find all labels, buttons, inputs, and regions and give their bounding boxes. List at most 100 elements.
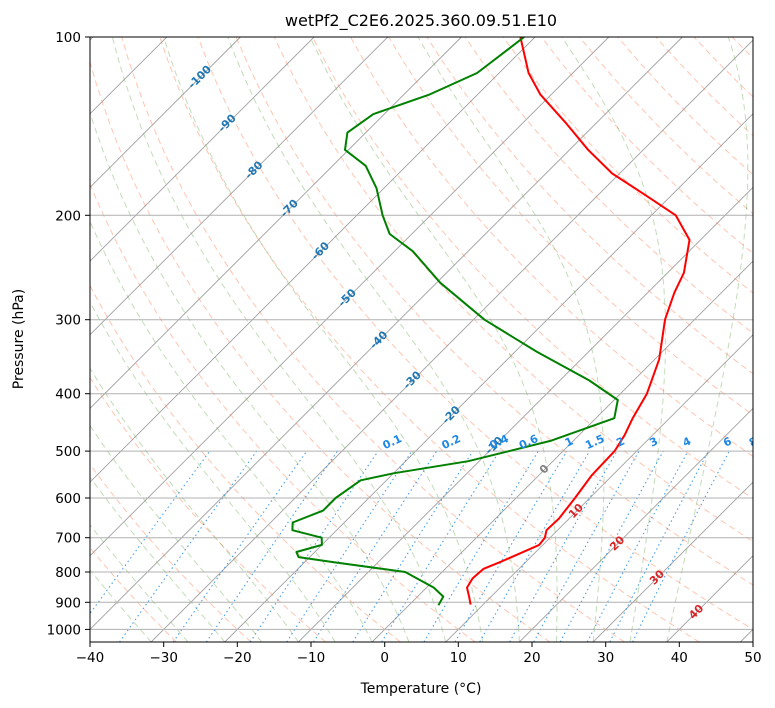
grid-lines — [90, 36, 753, 630]
y-tick-label: 300 — [55, 313, 81, 329]
moist-adiabat-line — [90, 476, 226, 642]
dry-adiabat-line — [121, 37, 625, 642]
dry-adiabat-line — [350, 37, 753, 458]
isotherm-line — [592, 481, 753, 642]
profiles — [291, 37, 691, 606]
moist-adiabat-line — [90, 424, 263, 642]
x-tick-label: −40 — [76, 650, 105, 666]
x-tick-label: 20 — [523, 650, 540, 666]
dry-adiabat-line — [541, 37, 753, 254]
isotherm-label: -30 — [401, 368, 424, 391]
isotherm-label: 40 — [686, 602, 706, 622]
mixing-ratio-line — [423, 450, 539, 642]
dry-adiabat-line — [464, 37, 753, 334]
dry-adiabat-line — [273, 37, 753, 543]
isotherm-label: 20 — [607, 533, 627, 553]
moist-adiabat-line — [111, 37, 447, 642]
isotherm-line — [90, 37, 315, 262]
dry-adiabat-line — [502, 37, 753, 294]
dry-adiabat-line — [770, 37, 775, 642]
x-tick-label: 50 — [744, 650, 761, 666]
moist-adiabat-line — [227, 37, 520, 642]
isotherm-line — [298, 186, 753, 642]
isotherm-label: -50 — [336, 286, 359, 309]
isotherm-label: -60 — [309, 239, 332, 262]
mixing-ratio-label: 4 — [681, 434, 694, 449]
mixing-ratio-label: 3 — [648, 435, 660, 450]
isotherm-line — [90, 37, 683, 631]
dry-adiabat-line — [311, 37, 753, 500]
chart-title: wetPf2_C2E6.2025.360.09.51.E10 — [285, 11, 557, 31]
mixing-ratio-label: 0.1 — [381, 432, 404, 452]
dry-adiabat-line — [90, 463, 252, 642]
moist-adiabat-line — [163, 37, 484, 642]
y-tick-label: 500 — [55, 444, 81, 460]
mixing-ratio-line — [632, 450, 730, 642]
x-tick-label: −30 — [149, 650, 178, 666]
temperature-profile — [466, 37, 691, 605]
mixing-ratio-label: 1 — [563, 435, 575, 450]
y-tick-label: 100 — [55, 30, 81, 46]
moist-adiabat-line — [90, 220, 373, 642]
y-tick-label: 700 — [55, 531, 81, 547]
mixing-ratio-label: 8 — [747, 435, 759, 450]
moist-adiabat-line — [90, 301, 336, 642]
moist-adiabat-line — [90, 569, 152, 642]
isotherm-label: -70 — [278, 197, 301, 220]
moist-adiabat-line — [90, 111, 410, 642]
dry-adiabat-line — [197, 37, 753, 630]
mixing-ratio-line — [205, 450, 338, 642]
x-tick-label: 10 — [450, 650, 467, 666]
dry-adiabat-line — [579, 37, 753, 215]
isotherm-line — [445, 334, 753, 642]
mixing-ratio-line — [586, 450, 689, 642]
isotherm-line — [90, 37, 389, 336]
mixing-ratio-label: 0.6 — [517, 432, 540, 452]
y-tick-label: 1000 — [47, 622, 81, 638]
background-lines — [90, 37, 775, 642]
moist-adiabat-line — [90, 524, 189, 642]
dewpoint-profile — [291, 37, 619, 606]
isotherm-label: 10 — [566, 501, 586, 521]
dry-adiabat-line — [90, 376, 327, 642]
mixing-ratio-label: 1.5 — [583, 432, 606, 452]
isotherm-label: -90 — [216, 111, 239, 134]
moist-adiabat-line — [309, 37, 558, 642]
isotherm-line — [90, 37, 241, 189]
x-tick-label: −20 — [223, 650, 252, 666]
x-axis: −40 −30 −20 −10 0 10 20 30 40 50 — [76, 642, 762, 666]
y-tick-label: 200 — [55, 208, 81, 224]
isotherm-label: -20 — [440, 403, 463, 426]
dry-adiabat-line — [90, 60, 551, 642]
dry-adiabat-line — [655, 37, 753, 137]
y-tick-label: 900 — [55, 595, 81, 611]
moist-adiabat-line — [90, 367, 299, 642]
mixing-ratio-line — [559, 450, 664, 642]
moist-adiabat-line — [417, 37, 605, 642]
mixing-ratio-line — [249, 450, 379, 642]
isotherm-line — [90, 37, 610, 557]
y-axis: 100 200 300 400 500 600 700 800 900 1000 — [47, 30, 90, 638]
isotherm-line — [224, 113, 753, 642]
mixing-ratio-line — [454, 450, 568, 642]
x-tick-label: −10 — [297, 650, 326, 666]
x-tick-label: 30 — [597, 650, 614, 666]
moist-adiabat-line — [561, 37, 667, 642]
isotherm-line — [740, 628, 753, 642]
mixing-ratio-line — [286, 450, 413, 642]
mixing-ratio-line — [352, 450, 474, 642]
isotherm-line — [371, 260, 753, 642]
isotherm-label: 0 — [537, 462, 552, 477]
x-tick-label: 0 — [380, 650, 389, 666]
dry-adiabat-line — [235, 37, 753, 586]
isotherm-line — [90, 37, 536, 483]
isotherm-line — [90, 37, 462, 410]
mixing-ratio-line — [313, 450, 438, 642]
dry-adiabat-line — [617, 37, 753, 176]
dry-adiabat-line — [693, 37, 753, 98]
dry-adiabat-line — [159, 37, 700, 642]
moist-adiabat-line — [666, 37, 749, 642]
isotherm-label: -80 — [242, 158, 265, 181]
mixing-ratio-label: 0.4 — [488, 432, 511, 452]
